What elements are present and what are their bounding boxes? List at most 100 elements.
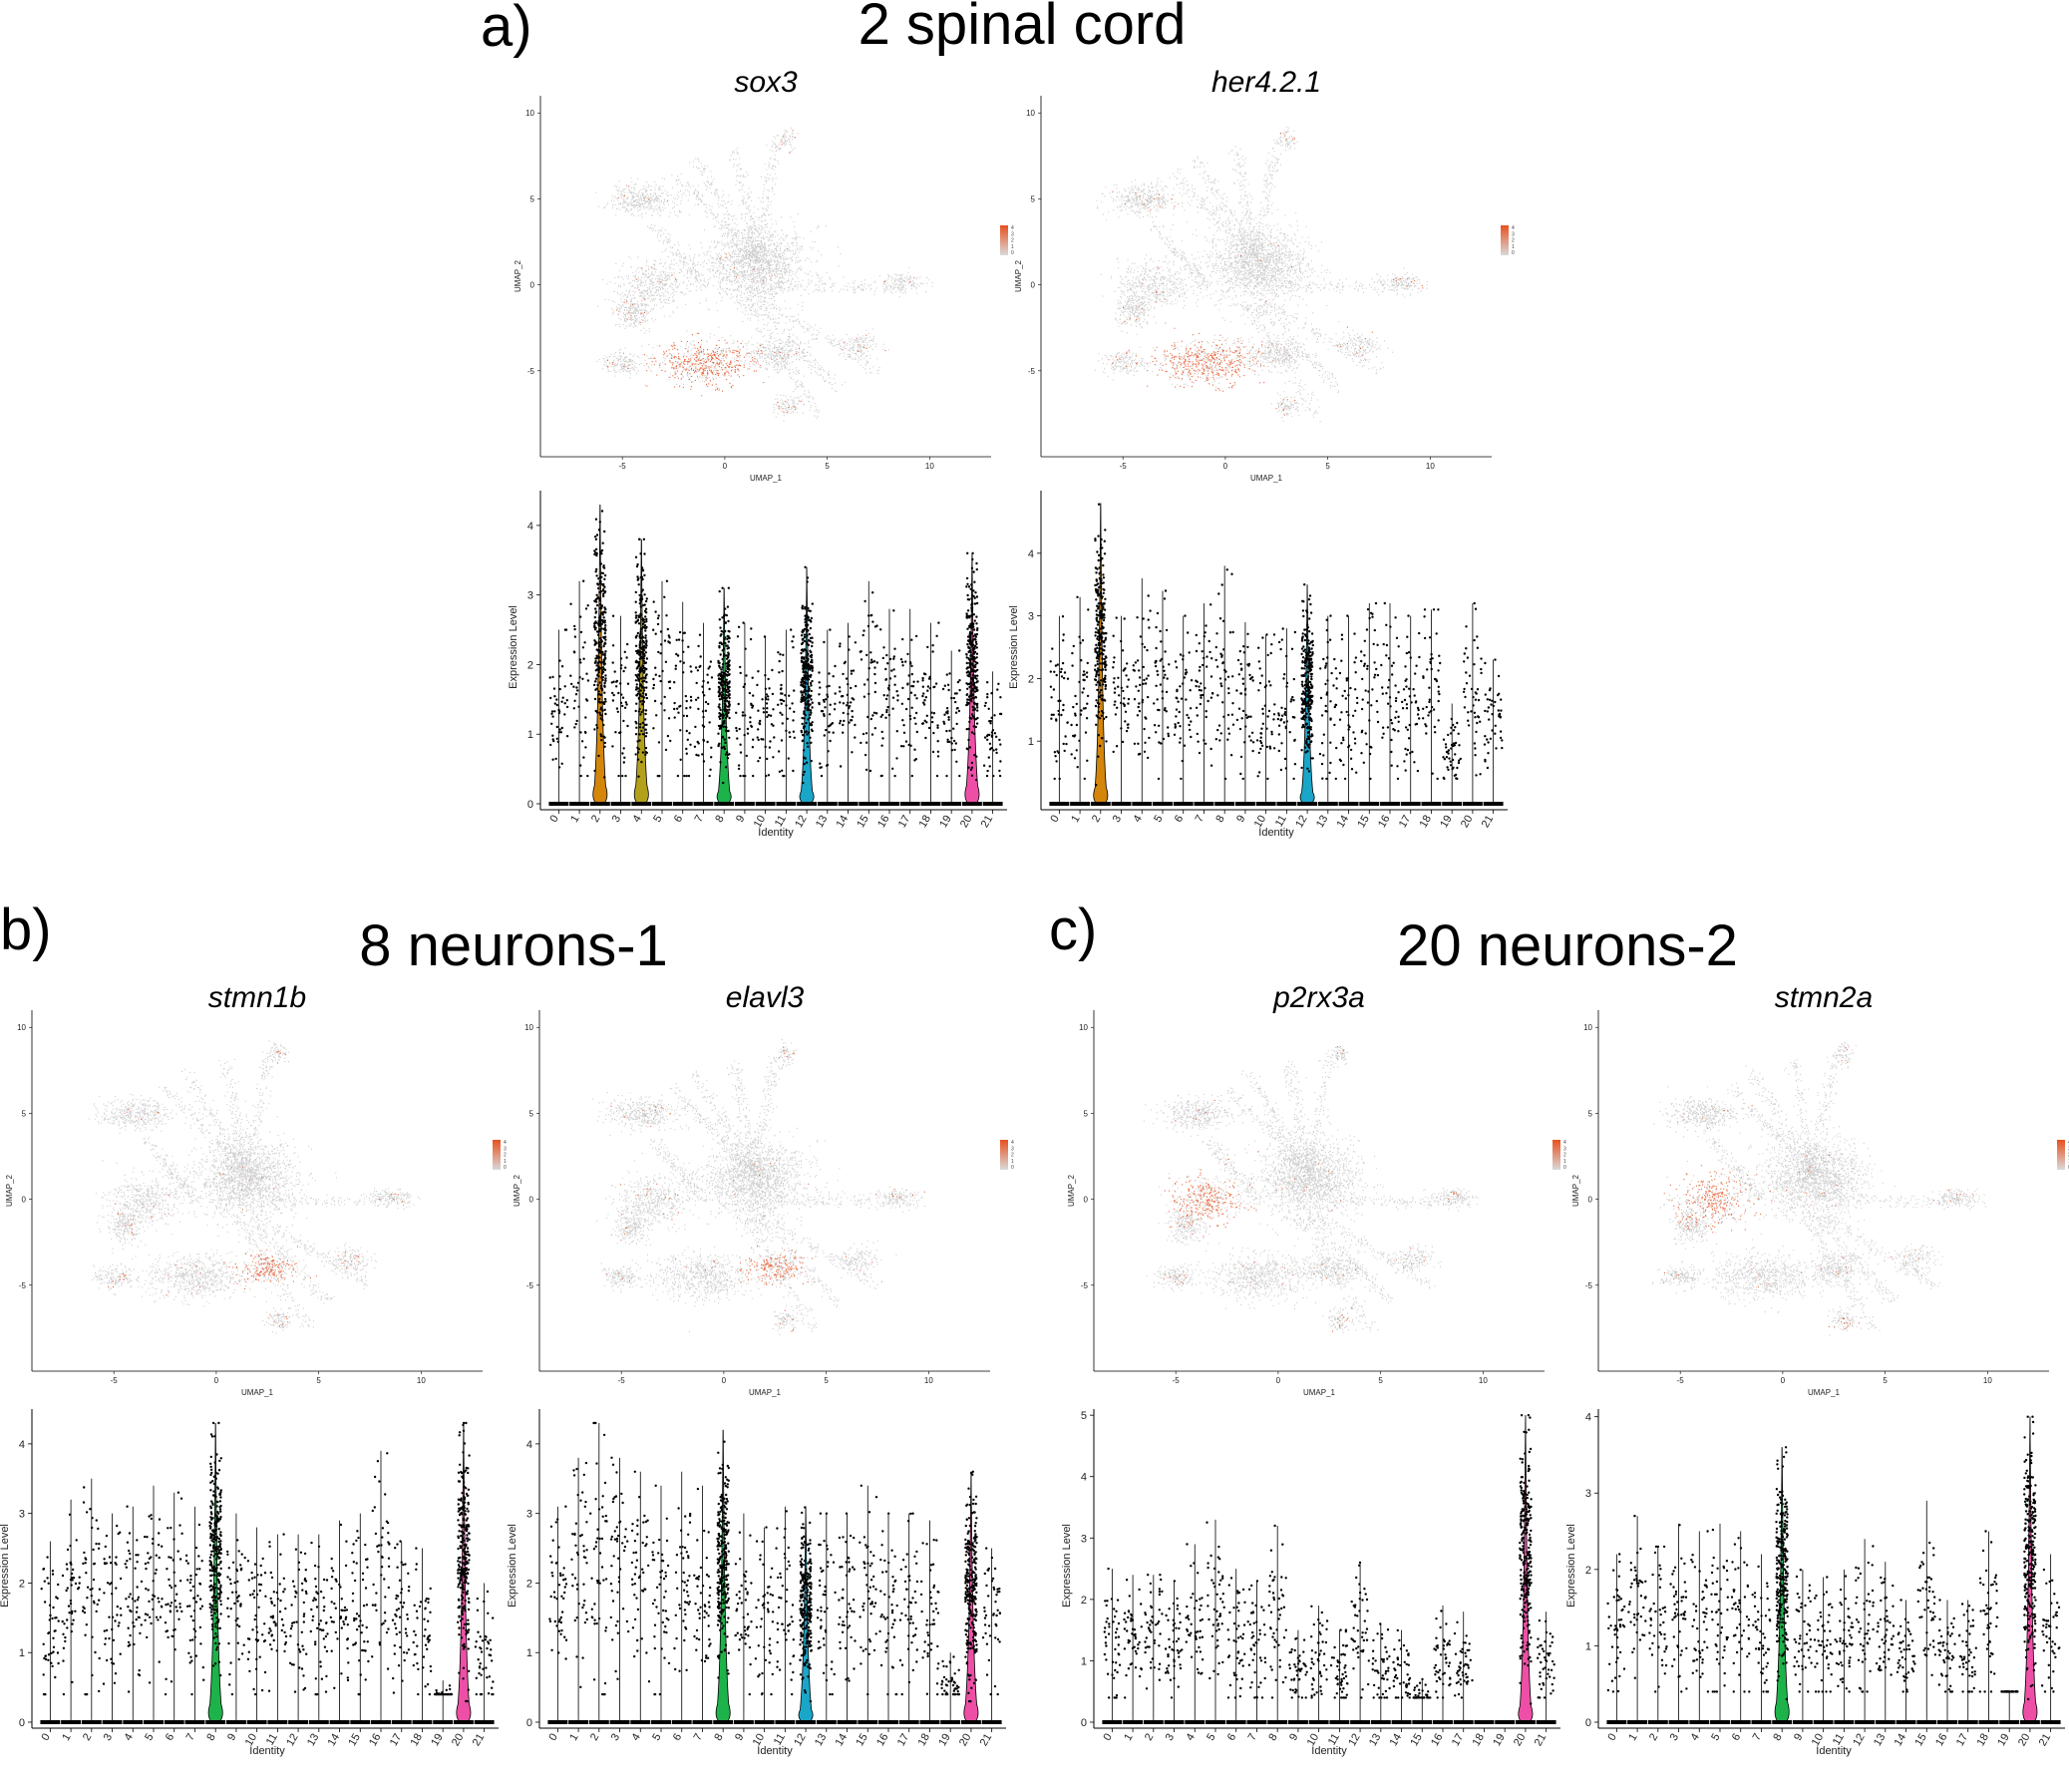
x-tick-label: 14 bbox=[835, 814, 852, 831]
x-tick-label: 15 bbox=[346, 1732, 363, 1749]
color-legend-label: 4 bbox=[1011, 225, 1014, 231]
violin-points-cluster-11 bbox=[1834, 1575, 1855, 1693]
y-axis-label: UMAP_2 bbox=[5, 1174, 14, 1207]
violin-points-cluster-17 bbox=[1401, 614, 1421, 773]
panel-letter-b: b) bbox=[0, 897, 52, 962]
y-tick-label: 1 bbox=[1028, 736, 1034, 748]
violin-zero-band bbox=[672, 802, 693, 806]
violin-points-cluster-7 bbox=[184, 1523, 205, 1696]
violin-points-cluster-14 bbox=[329, 1523, 350, 1689]
y-tick-label: 10 bbox=[525, 109, 534, 118]
y-tick-label: 1 bbox=[1585, 1640, 1591, 1652]
y-tick-label: -5 bbox=[527, 367, 535, 376]
violin-points-cluster-10 bbox=[1813, 1576, 1834, 1693]
violin-zero-band bbox=[671, 1720, 692, 1724]
x-tick-label: 4 bbox=[629, 1732, 642, 1743]
color-legend-label: 0 bbox=[1011, 1165, 1014, 1171]
x-tick-label: 18 bbox=[409, 1732, 426, 1749]
x-tick-label: 3 bbox=[609, 1732, 622, 1743]
x-tick-label: 6 bbox=[671, 1732, 684, 1743]
violin-zero-band bbox=[651, 1720, 671, 1724]
violin-zero-band bbox=[733, 1720, 754, 1724]
violin-zero-band bbox=[941, 802, 962, 806]
x-tick-label: 11 bbox=[264, 1732, 280, 1748]
x-tick-label: 8 bbox=[204, 1732, 217, 1743]
x-tick-label: 1 bbox=[60, 1732, 73, 1743]
violin-points-cluster-4 bbox=[1185, 1543, 1205, 1675]
violin-zero-band bbox=[1234, 802, 1255, 806]
violin-zero-band bbox=[1143, 1720, 1164, 1724]
violin-points-cluster-6 bbox=[673, 1507, 692, 1672]
violin-points-cluster-1 bbox=[61, 1513, 81, 1696]
violin-zero-band bbox=[1978, 1720, 1999, 1724]
violin-points-cluster-4 bbox=[630, 1470, 651, 1683]
violin-zero-band bbox=[568, 1720, 589, 1724]
color-legend-label: 1 bbox=[1512, 244, 1515, 250]
violin-zero-band bbox=[838, 802, 859, 806]
x-tick-label: 1 bbox=[1069, 814, 1082, 825]
violin-zero-band bbox=[225, 1720, 246, 1724]
violin-points-cluster-18 bbox=[412, 1547, 433, 1696]
color-legend-bar bbox=[1552, 1140, 1560, 1170]
x-tick-label: 9 bbox=[1792, 1732, 1805, 1743]
x-tick-label: -5 bbox=[619, 462, 627, 471]
x-axis-label: UMAP_1 bbox=[749, 1388, 782, 1397]
x-tick-label: 3 bbox=[1111, 814, 1124, 825]
x-tick-label: 9 bbox=[1234, 814, 1247, 825]
gene-title: p2rx3a bbox=[1272, 981, 1365, 1014]
violin-points-cluster-10 bbox=[756, 635, 776, 778]
x-tick-label: -5 bbox=[1677, 1376, 1685, 1385]
violin-points-cluster-10 bbox=[1255, 633, 1276, 781]
violin-zero-band bbox=[1123, 1720, 1144, 1724]
violin-zero-band bbox=[350, 1720, 371, 1724]
x-tick-label: 11 bbox=[772, 1732, 788, 1748]
violin-points-cluster-13 bbox=[1371, 1622, 1391, 1699]
violin-points-cluster-6 bbox=[164, 1491, 183, 1696]
x-axis-label: UMAP_1 bbox=[1808, 1388, 1841, 1397]
violin-zero-band bbox=[588, 1720, 609, 1724]
x-tick-label: 1 bbox=[1626, 1732, 1639, 1743]
violin-zero-band bbox=[919, 1720, 940, 1724]
violin-zero-band bbox=[713, 1720, 734, 1724]
violin-zero-band bbox=[1185, 1720, 1206, 1724]
violin-zero-band bbox=[453, 1720, 474, 1724]
x-axis-label: Identity bbox=[1258, 827, 1294, 839]
y-tick-label: 1 bbox=[19, 1647, 25, 1659]
y-axis-label: Expression Level bbox=[507, 1524, 518, 1608]
violin-zero-band bbox=[371, 1720, 391, 1724]
x-tick-label: 4 bbox=[1184, 1732, 1197, 1743]
x-tick-label: 13 bbox=[305, 1732, 322, 1749]
violin-points-cluster-11 bbox=[775, 1510, 796, 1696]
violin-zero-band bbox=[1855, 1720, 1876, 1724]
x-tick-label: 3 bbox=[1164, 1732, 1177, 1743]
violin-zero-band bbox=[1495, 1720, 1516, 1724]
color-legend-label: 2 bbox=[1011, 1153, 1014, 1159]
violin-points-cluster-0 bbox=[1103, 1567, 1122, 1699]
x-tick-label: 12 bbox=[792, 1732, 809, 1749]
x-tick-label: 16 bbox=[1933, 1732, 1950, 1749]
x-axis-label: UMAP_1 bbox=[1250, 474, 1283, 483]
violin-zero-band bbox=[858, 1720, 878, 1724]
violin-zero-band bbox=[548, 802, 569, 806]
x-tick-label: 10 bbox=[243, 1732, 260, 1749]
violin-points-cluster-20 bbox=[1462, 601, 1483, 777]
y-tick-label: 0 bbox=[529, 1196, 534, 1205]
color-legend-label: 0 bbox=[1563, 1165, 1566, 1171]
color-legend-label: 0 bbox=[504, 1165, 507, 1171]
x-tick-label: 20 bbox=[2016, 1732, 2033, 1749]
y-tick-label: 3 bbox=[527, 590, 533, 602]
violin-zero-band bbox=[961, 802, 982, 806]
y-tick-label: 0 bbox=[530, 281, 535, 290]
violin-zero-band bbox=[123, 1720, 144, 1724]
y-tick-label: 2 bbox=[1081, 1595, 1087, 1607]
x-tick-label: 21 bbox=[978, 1732, 995, 1749]
y-tick-label: 1 bbox=[526, 1647, 532, 1659]
x-tick-label: 11 bbox=[1326, 1732, 1342, 1748]
y-tick-label: 0 bbox=[19, 1717, 25, 1729]
violin-points-cluster-1 bbox=[569, 579, 590, 778]
